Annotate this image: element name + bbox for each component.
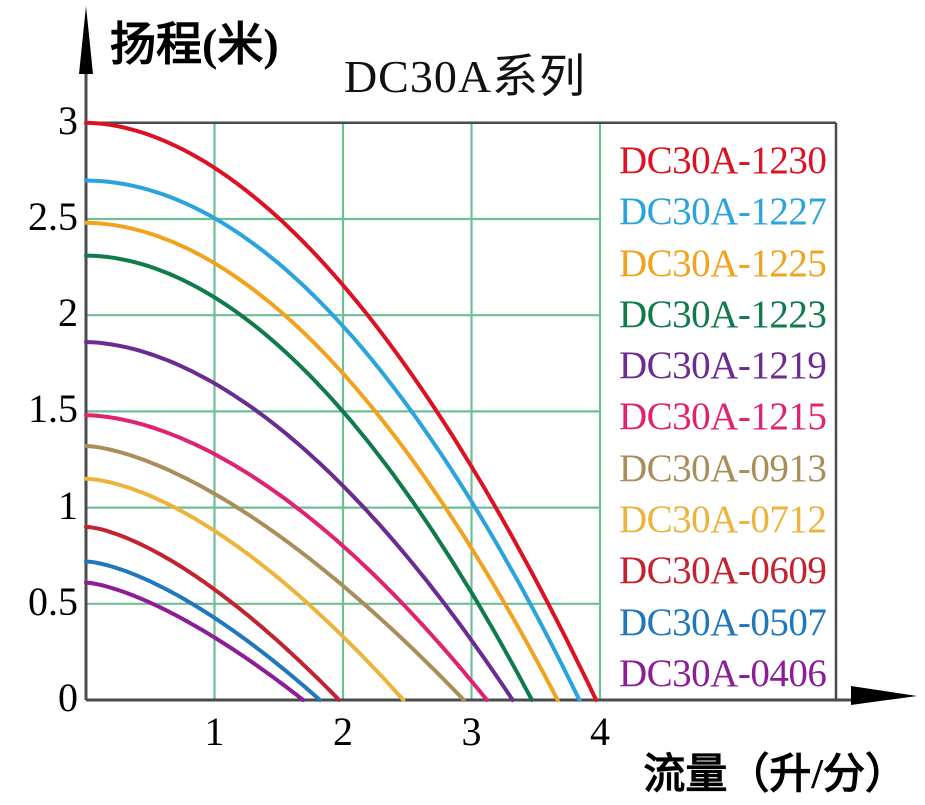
legend-item: DC30A-0913 (619, 446, 827, 490)
legend-item: DC30A-0406 (619, 651, 827, 695)
legend-item: DC30A-1219 (619, 344, 827, 388)
curve-DC30A-1219 (84, 340, 515, 702)
y-tick-label: 0 (58, 675, 78, 720)
x-tick-label: 4 (590, 709, 610, 754)
curve-DC30A-0507 (84, 559, 322, 702)
legend-item: DC30A-1215 (619, 395, 827, 439)
y-tick-label: 2 (58, 290, 78, 336)
x-tick-label: 2 (333, 709, 353, 754)
y-axis-label: 扬程(米) (110, 19, 279, 70)
curve-DC30A-0712 (84, 476, 406, 702)
legend-item: DC30A-1223 (619, 292, 827, 336)
curve-DC30A-1230 (84, 120, 599, 702)
curve-DC30A-1223 (84, 253, 534, 702)
curve-DC30A-1225 (84, 220, 560, 702)
curve-DC30A-0609 (84, 524, 342, 702)
legend-item: DC30A-1230 (619, 139, 827, 182)
chart-title: DC30A系列 (343, 51, 587, 102)
y-tick-label: 2.5 (28, 194, 78, 239)
curve-DC30A-0913 (84, 444, 466, 702)
x-tick-label: 1 (204, 709, 225, 754)
x-tick-label: 3 (461, 709, 482, 754)
legend-item: DC30A-0507 (619, 600, 827, 644)
y-tick-label: 1 (58, 482, 78, 528)
curve-DC30A-0406 (84, 580, 306, 702)
y-tick-label: 1.5 (28, 386, 78, 432)
curve-DC30A-1227 (84, 178, 582, 702)
legend-item: DC30A-0609 (619, 549, 827, 593)
x-axis-label: 流量（升/分） (643, 752, 907, 798)
legend: DC30A-1230 DC30A-1227 DC30A-1225 DC30A-1223… (619, 141, 831, 693)
x-axis-arrow-icon (851, 686, 917, 705)
curve-DC30A-1215 (84, 413, 489, 702)
legend-item: DC30A-1225 (619, 241, 827, 285)
legend-item: DC30A-1227 (619, 190, 827, 234)
y-tick-label: 0.5 (28, 578, 78, 624)
legend-item: DC30A-0712 (619, 498, 827, 542)
y-tick-label: 3 (58, 97, 78, 143)
y-axis-arrow-icon (79, 6, 93, 74)
